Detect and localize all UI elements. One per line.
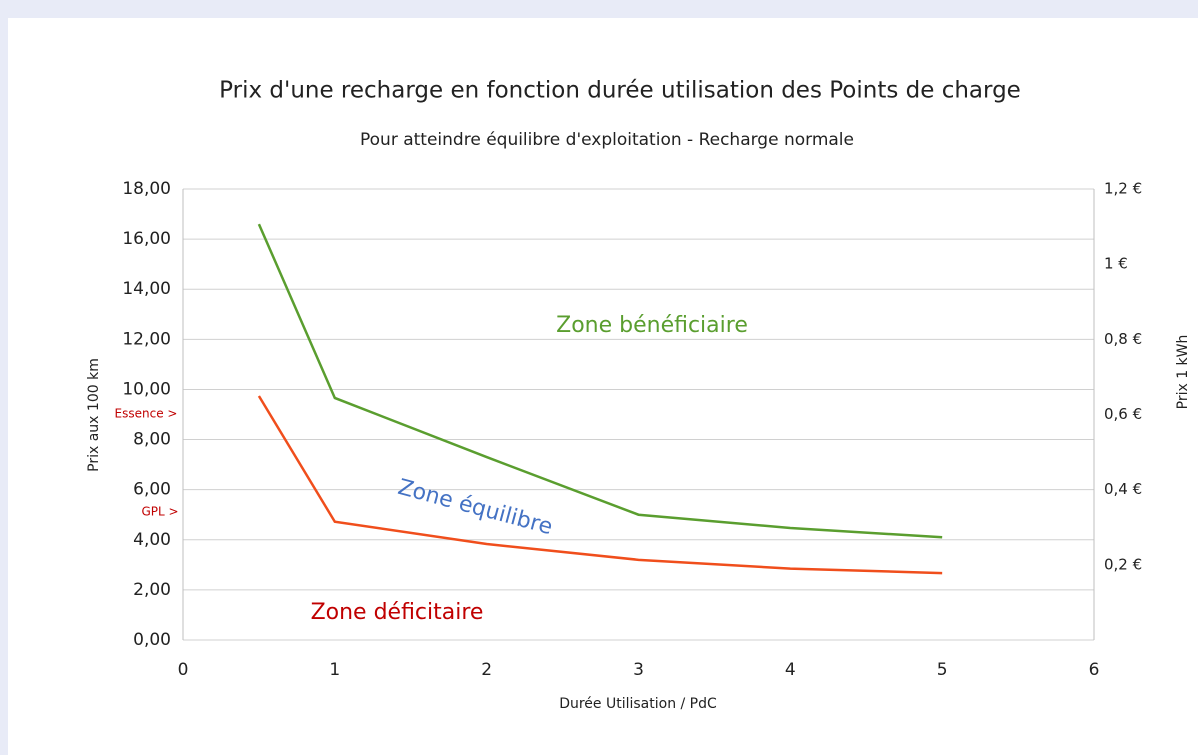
y2-tick-label: 0,4 € (1104, 480, 1142, 498)
y-tick-label: 6,00 (133, 480, 171, 500)
y2-tick-label: 0,2 € (1104, 555, 1142, 573)
x-tick-label: 5 (937, 660, 948, 680)
y-tick-label: 8,00 (133, 430, 171, 450)
y-axis-label: Prix aux 100 km (86, 358, 102, 472)
x-tick-label: 3 (633, 660, 644, 680)
y-tick-label: 16,00 (122, 229, 171, 249)
y-tick-label: 18,00 (122, 179, 171, 199)
y-tick-label: 4,00 (133, 530, 171, 550)
y2-tick-label: 1,2 € (1104, 180, 1142, 198)
x-tick-label: 6 (1089, 660, 1100, 680)
y2-tick-label: 0,6 € (1104, 405, 1142, 423)
x-tick-label: 0 (178, 660, 189, 680)
panel (8, 18, 1198, 755)
y-tick-label: 0,00 (133, 630, 171, 650)
annotation: Zone bénéficiaire (556, 313, 748, 338)
y-tick-label: 10,00 (122, 379, 171, 399)
annotation: Zone équilibre (395, 475, 555, 540)
y2-tick-label: 1 € (1104, 255, 1128, 273)
annotation: Zone déficitaire (311, 600, 484, 625)
x-tick-label: 1 (329, 660, 340, 680)
y-tick-label: 14,00 (122, 279, 171, 299)
x-axis-label: Durée Utilisation / PdC (559, 696, 717, 712)
y2-axis-label: Prix 1 kWh (1175, 335, 1191, 410)
x-tick-label: 2 (481, 660, 492, 680)
y-tick-label: 12,00 (122, 329, 171, 349)
series-line (257, 223, 943, 539)
chart-title: Prix d'une recharge en fonction durée ut… (219, 78, 1021, 104)
series-line (257, 395, 943, 575)
y-tick-label: 2,00 (133, 580, 171, 600)
x-tick-label: 4 (785, 660, 796, 680)
y2-tick-label: 0,8 € (1104, 330, 1142, 348)
chart-subtitle: Pour atteindre équilibre d'exploitation … (360, 130, 854, 150)
annotation: GPL > (141, 505, 178, 519)
annotation: Essence > (115, 407, 178, 421)
